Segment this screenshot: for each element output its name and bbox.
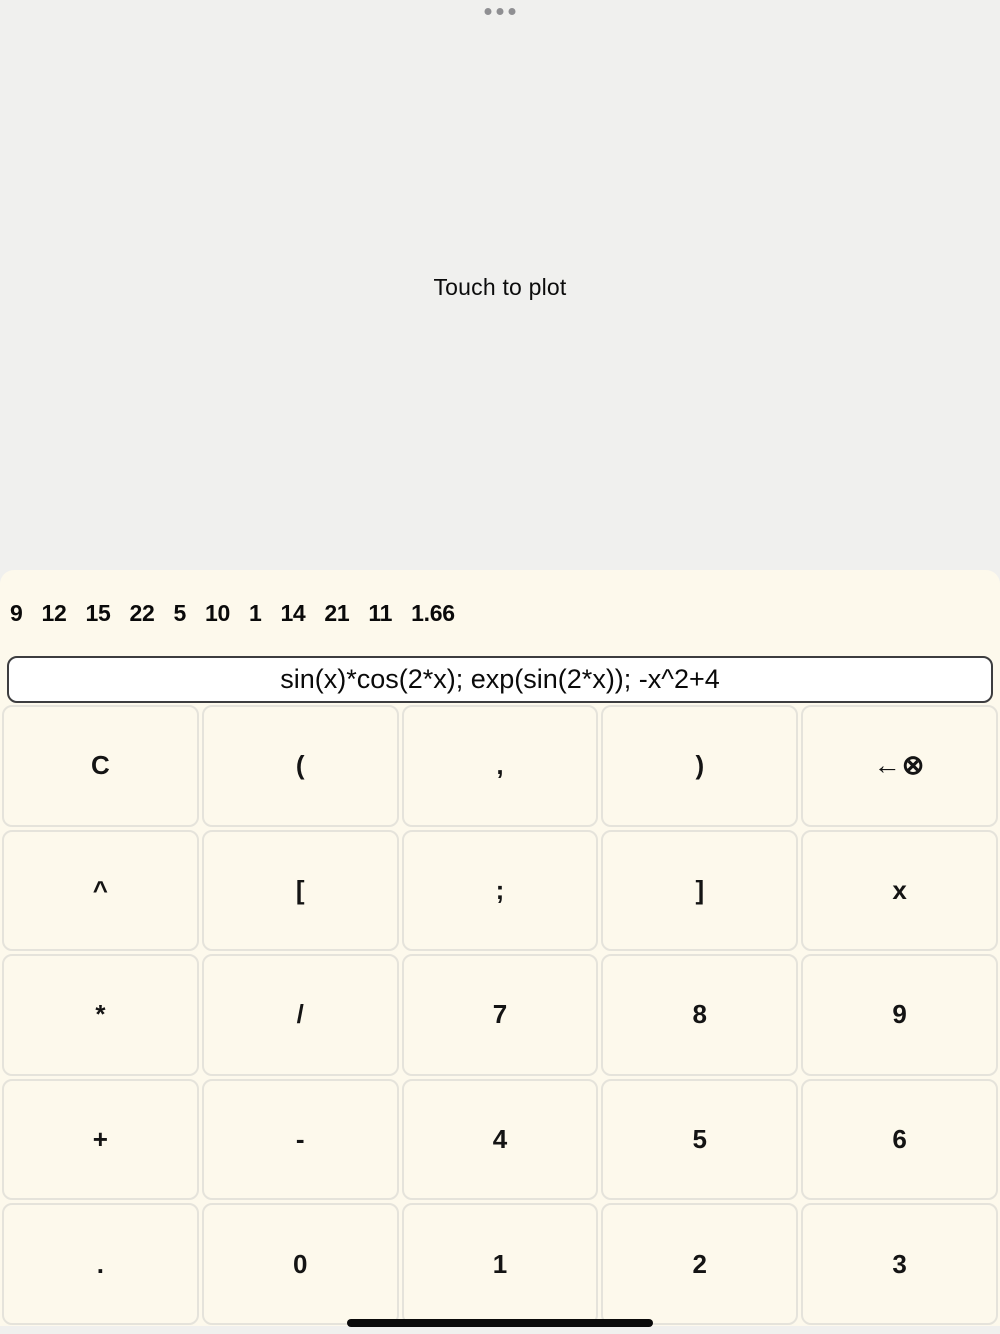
key-close-bracket[interactable]: ] bbox=[601, 829, 799, 952]
home-indicator[interactable] bbox=[347, 1319, 653, 1327]
key-minus[interactable]: - bbox=[201, 1078, 399, 1201]
history-value[interactable]: 21 bbox=[324, 600, 350, 626]
key-9[interactable]: 9 bbox=[801, 954, 998, 1076]
keypad: C(,) ←⊗ ^[;] x */7 8 9 + -4 5 6. 0 1 2 3 bbox=[0, 705, 1000, 1325]
history-value[interactable]: 5 bbox=[173, 600, 186, 626]
key-divide[interactable]: / bbox=[201, 954, 399, 1076]
plot-area[interactable]: Touch to plot bbox=[0, 0, 1000, 570]
key-2[interactable]: 2 bbox=[601, 1203, 799, 1325]
key-backspace[interactable]: ←⊗ bbox=[801, 705, 998, 827]
history-value[interactable]: 22 bbox=[129, 600, 155, 626]
ellipsis-icon[interactable] bbox=[484, 8, 516, 15]
history-value[interactable]: 12 bbox=[41, 600, 67, 626]
history-values-row: 9 12 15 22 5 10 1 14 21 11 1.66 bbox=[0, 570, 1000, 633]
ellipsis-dot bbox=[484, 8, 492, 15]
key-4[interactable]: 4 bbox=[401, 1078, 599, 1201]
history-value[interactable]: 14 bbox=[280, 600, 306, 626]
key-caret[interactable]: ^ bbox=[2, 829, 199, 952]
ellipsis-dot bbox=[496, 8, 504, 15]
key-8[interactable]: 8 bbox=[601, 954, 799, 1076]
key-7[interactable]: 7 bbox=[401, 954, 599, 1076]
key-open-paren[interactable]: ( bbox=[201, 705, 399, 827]
key-3[interactable]: 3 bbox=[801, 1203, 998, 1325]
key-open-bracket[interactable]: [ bbox=[201, 829, 399, 952]
key-multiply[interactable]: * bbox=[2, 954, 199, 1076]
key-5[interactable]: 5 bbox=[601, 1078, 799, 1201]
plot-placeholder-label: Touch to plot bbox=[433, 274, 567, 300]
expression-input[interactable] bbox=[7, 656, 993, 703]
history-value[interactable]: 1 bbox=[248, 600, 262, 626]
history-value[interactable]: 15 bbox=[85, 600, 111, 626]
key-x[interactable]: x bbox=[801, 829, 998, 952]
key-clear[interactable]: C bbox=[2, 705, 199, 827]
key-plus[interactable]: + bbox=[2, 1078, 199, 1201]
key-0[interactable]: 0 bbox=[201, 1203, 399, 1325]
key-1[interactable]: 1 bbox=[401, 1203, 599, 1325]
key-6[interactable]: 6 bbox=[801, 1078, 998, 1201]
history-value[interactable]: 1.66 bbox=[411, 600, 455, 626]
key-dot[interactable]: . bbox=[2, 1203, 199, 1325]
history-value[interactable]: 9 bbox=[10, 600, 23, 626]
key-comma[interactable]: , bbox=[401, 705, 599, 827]
history-value[interactable]: 10 bbox=[204, 600, 230, 626]
key-semicolon[interactable]: ; bbox=[401, 829, 599, 952]
ellipsis-dot bbox=[508, 8, 516, 15]
history-value[interactable]: 11 bbox=[368, 600, 393, 626]
key-close-paren[interactable]: ) bbox=[601, 705, 799, 827]
